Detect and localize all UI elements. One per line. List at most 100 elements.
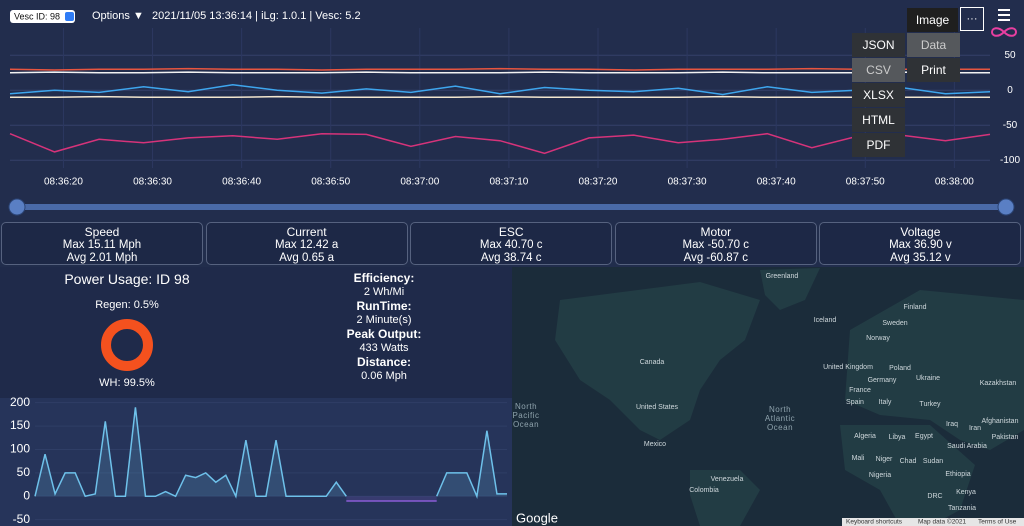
x-tick-label: 08:37:20 [579, 177, 618, 188]
detail-label: RunTime: [356, 299, 412, 313]
format-item[interactable]: HTML [852, 108, 905, 132]
x-tick-label: 08:36:40 [222, 177, 261, 188]
ocean-label: North [769, 405, 791, 414]
status: 2021/11/05 13:36:14 | iLg: 1.0.1 | Vesc:… [152, 10, 361, 22]
map-label: Italy [879, 399, 892, 406]
map-label: Chad [900, 458, 917, 465]
area-fill [346, 496, 437, 501]
map-label: Kazakhstan [980, 380, 1017, 387]
data-menu[interactable]: Data [907, 33, 960, 57]
area-fill [35, 407, 347, 497]
map-label: Egypt [915, 433, 933, 440]
series-line [9, 71, 990, 74]
series-line [9, 67, 990, 71]
y-tick-label: 50 [17, 465, 31, 479]
map-label: Nigeria [869, 472, 891, 479]
map-label: Kenya [956, 489, 976, 496]
map-label: Niger [876, 456, 893, 463]
map-label: Germany [868, 377, 897, 384]
usage-donut [101, 319, 153, 371]
detail-label: Efficiency: [353, 271, 415, 285]
map-label: Libya [889, 434, 906, 441]
y-tick-label: 0 [1007, 85, 1013, 96]
map-label: Finland [904, 304, 927, 311]
y-tick-label: -50 [1003, 120, 1018, 131]
detail-value: 0.06 Mph [361, 370, 407, 382]
map-logo: Google [516, 510, 558, 525]
map-label: United Kingdom [823, 364, 873, 371]
map-label: Ukraine [916, 375, 940, 382]
series-line [9, 83, 991, 96]
map-label: Iceland [814, 317, 837, 324]
map-label: Venezuela [711, 476, 744, 483]
detail-value: 433 Watts [359, 342, 409, 354]
stat-card: Voltage Max 36.90 v Avg 35.12 v [819, 222, 1022, 265]
map-label: Tanzania [948, 505, 976, 512]
north-america [555, 282, 760, 440]
stat-max: Max 15.11 Mph [62, 239, 142, 251]
detail-label: Peak Output: [346, 327, 422, 341]
stat-max: Max 12.42 a [274, 239, 339, 251]
map-label: Algeria [854, 433, 876, 440]
stat-label: ESC [498, 225, 524, 239]
ocean-label: Pacific [512, 411, 539, 420]
south-america [690, 470, 760, 526]
map-label: Afghanistan [982, 418, 1019, 425]
stat-avg: Avg 0.65 a [279, 252, 334, 264]
stat-label: Motor [700, 225, 732, 239]
y-tick-label: 100 [10, 442, 30, 456]
map-label: Turkey [919, 401, 941, 408]
range-handle-end[interactable] [997, 198, 1015, 216]
y-tick-label: 200 [10, 395, 30, 409]
x-tick-label: 08:37:50 [846, 177, 885, 188]
map-label: Mexico [644, 441, 666, 448]
wh: WH: 99.5% [99, 377, 155, 389]
hamburger[interactable] [998, 9, 1010, 21]
image-button[interactable]: Image [907, 8, 958, 32]
stat-avg: Avg -60.87 c [683, 252, 748, 264]
power-title: Power Usage: ID 98 [64, 271, 190, 287]
select-arrow [65, 12, 74, 21]
format-item[interactable]: CSV [852, 58, 905, 82]
stat-label: Voltage [900, 225, 941, 239]
attribution: Map data ©2021 [918, 518, 967, 526]
map-label: United States [636, 404, 679, 411]
range-track [10, 204, 1010, 210]
map-label: DRC [927, 493, 942, 500]
format-item[interactable]: PDF [852, 133, 905, 157]
stat-avg: Avg 38.74 c [480, 252, 542, 264]
more-button[interactable]: ··· [960, 7, 984, 31]
map-label: Sweden [882, 320, 907, 327]
stat-card: Current Max 12.42 a Avg 0.65 a [205, 222, 408, 265]
africa [840, 425, 975, 526]
options-menu[interactable]: Options ▼ [92, 10, 144, 22]
map-label: France [849, 387, 871, 394]
stat-card: ESC Max 40.70 c Avg 38.74 c [410, 222, 613, 265]
stat-max: Max -50.70 c [682, 239, 750, 251]
y-tick-label: -50 [13, 512, 31, 526]
range-handle-start[interactable] [8, 198, 26, 216]
map-label: Ethiopia [945, 471, 970, 478]
stat-card: Motor Max -50.70 c Avg -60.87 c [614, 222, 817, 265]
stat-max: Max 36.90 v [889, 239, 952, 251]
map-label: Iran [969, 425, 981, 432]
x-tick-label: 08:37:00 [400, 177, 439, 188]
detail-value: 2 Minute(s) [356, 314, 412, 326]
attribution-bg [842, 518, 1024, 526]
map-label: Pakistan [992, 434, 1019, 441]
ocean-label: Atlantic [765, 414, 795, 423]
power-line [436, 430, 507, 499]
y-tick-label: 50 [1004, 50, 1016, 61]
map-label: Mali [852, 455, 865, 462]
land [555, 268, 1024, 526]
x-tick-label: 08:37:10 [489, 177, 528, 188]
print-menu[interactable]: Print [907, 58, 960, 82]
attribution: Keyboard shortcuts [846, 519, 903, 526]
x-tick-label: 08:36:30 [133, 177, 172, 188]
y-tick-label: 150 [10, 418, 30, 432]
x-tick-label: 08:38:00 [935, 177, 974, 188]
map-label: Sudan [923, 458, 943, 465]
format-item[interactable]: JSON [852, 33, 905, 57]
device-select[interactable] [10, 10, 75, 23]
format-item[interactable]: XLSX [852, 83, 905, 107]
